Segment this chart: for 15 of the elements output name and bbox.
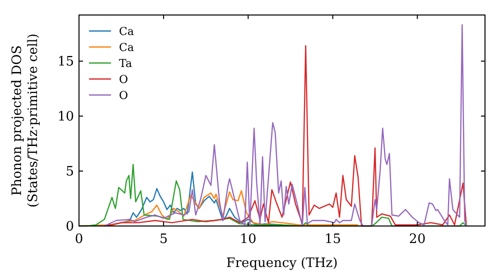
x-tick-label: 10: [240, 232, 256, 247]
y-tick-label: 0: [66, 220, 74, 235]
legend-label: O: [119, 88, 128, 102]
x-axis-title: Frequency (THz): [226, 256, 338, 271]
legend-label: O: [119, 72, 128, 86]
x-tick-label: 5: [159, 232, 168, 247]
y-axis-title: Phonon projected DOS (States/THz·primitive cell): [10, 33, 41, 208]
legend-label: Ca: [119, 40, 134, 54]
y-tick-label: 5: [66, 164, 74, 180]
x-tick-label: 15: [324, 232, 342, 247]
y-tick-label: 15: [57, 54, 74, 70]
x-tick-label: 20: [409, 232, 426, 247]
legend-label: Ca: [119, 24, 134, 38]
y-tick-label: 10: [57, 110, 74, 125]
legend-label: Ta: [119, 56, 132, 70]
